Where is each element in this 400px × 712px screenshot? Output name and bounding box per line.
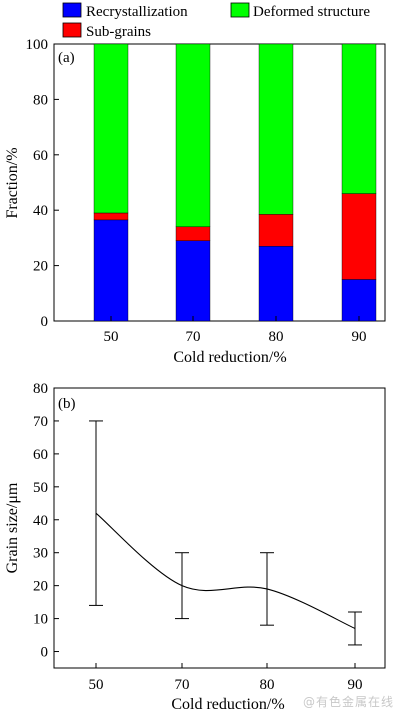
legend: Recrystallization Sub-grains Deformed st… xyxy=(62,2,370,40)
y-tick-label-b-40: 40 xyxy=(33,513,48,529)
y-tick-label-b-60: 60 xyxy=(33,447,48,463)
bars-a xyxy=(93,43,377,322)
y-tick-label-b-30: 30 xyxy=(33,546,48,562)
y-tick-label-a-0: 0 xyxy=(41,314,49,330)
x-tick-label-a-80: 80 xyxy=(269,329,284,345)
y-tick-label-a-80: 80 xyxy=(33,92,48,108)
bar-sub-grains-50 xyxy=(93,212,129,221)
y-tick-label-b-80: 80 xyxy=(33,381,48,397)
y-axis-b: 0 10 20 30 40 50 60 70 80 xyxy=(33,381,59,661)
y-tick-label-a-40: 40 xyxy=(33,203,48,219)
x-tick-label-b-80: 80 xyxy=(260,677,275,693)
bar-recrystallization-80 xyxy=(258,246,294,322)
panel-label-b: (b) xyxy=(58,396,76,412)
y-tick-label-a-20: 20 xyxy=(33,259,48,275)
x-axis-label-a: Cold reduction/% xyxy=(173,349,286,366)
x-tick-label-b-50: 50 xyxy=(89,677,104,693)
y-axis-a: 0 20 40 60 80 100 xyxy=(26,37,59,330)
error-bars-b xyxy=(89,420,362,646)
legend-swatch-sub-grains xyxy=(62,22,82,38)
bar-recrystallization-70 xyxy=(175,240,211,322)
panel-a: (a) 0 20 40 60 80 100 50 70 80 90 Fraction/% Col… xyxy=(4,37,386,366)
bar-sub-grains-70 xyxy=(175,226,211,241)
plot-frame-a xyxy=(53,43,386,322)
legend-swatch-deformed-structure xyxy=(230,2,250,18)
x-tick-label-a-70: 70 xyxy=(186,329,201,345)
bar-sub-grains-90 xyxy=(341,193,377,280)
y-tick-label-b-10: 10 xyxy=(33,612,48,628)
panel-b: (b) 0 10 20 30 40 50 60 70 80 50 70 80 90 Grain siz… xyxy=(4,381,386,712)
x-tick-label-a-90: 90 xyxy=(352,329,367,345)
legend-label-sub-grains: Sub-grains xyxy=(86,24,151,40)
bar-deformed-structure-70 xyxy=(175,43,211,228)
bar-deformed-structure-80 xyxy=(258,43,294,215)
y-tick-label-b-70: 70 xyxy=(33,414,48,430)
error-bar-80 xyxy=(260,552,274,626)
x-axis-label-b: Cold reduction/% xyxy=(171,696,284,712)
bar-sub-grains-80 xyxy=(258,214,294,247)
y-axis-label-a: Fraction/% xyxy=(4,147,21,218)
bar-recrystallization-90 xyxy=(341,279,377,322)
y-tick-label-a-60: 60 xyxy=(33,148,48,164)
bar-recrystallization-50 xyxy=(93,219,129,322)
bar-deformed-structure-50 xyxy=(93,43,129,214)
y-tick-label-b-0: 0 xyxy=(41,645,49,661)
y-tick-label-b-50: 50 xyxy=(33,480,48,496)
x-axis-b: 50 70 80 90 xyxy=(89,663,363,693)
error-bar-50 xyxy=(89,420,103,606)
y-tick-label-a-100: 100 xyxy=(26,37,49,53)
watermark: @有色金属在线 xyxy=(302,695,394,709)
panel-label-a: (a) xyxy=(58,50,75,66)
error-bar-90 xyxy=(348,611,362,646)
y-axis-label-b: Grain size/μm xyxy=(4,482,21,573)
x-tick-label-b-70: 70 xyxy=(175,677,190,693)
x-axis-a: 50 70 80 90 xyxy=(104,316,367,345)
legend-swatch-recrystallization xyxy=(62,2,82,18)
error-bar-70 xyxy=(175,552,189,620)
bar-deformed-structure-90 xyxy=(341,43,377,194)
x-tick-label-a-50: 50 xyxy=(104,329,119,345)
legend-label-recrystallization: Recrystallization xyxy=(86,4,188,20)
grain-size-curve xyxy=(95,512,356,629)
y-tick-label-b-20: 20 xyxy=(33,579,48,595)
x-tick-label-b-90: 90 xyxy=(348,677,363,693)
plot-frame-b xyxy=(53,387,386,669)
legend-label-deformed-structure: Deformed structure xyxy=(253,4,370,20)
